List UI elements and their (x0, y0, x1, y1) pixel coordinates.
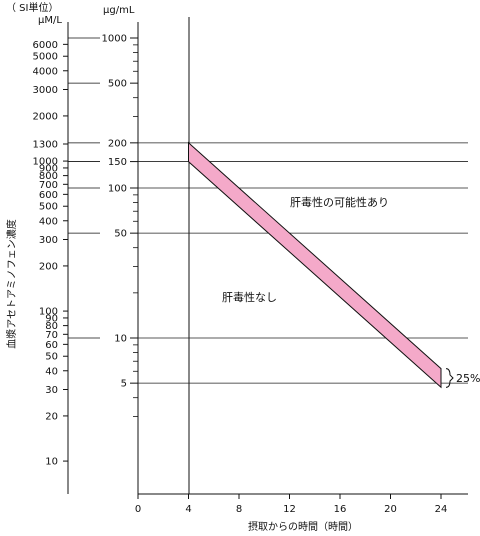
left-tick-label: 600 (39, 190, 58, 201)
x-tick-label: 20 (384, 504, 397, 515)
x-tick-label: 8 (236, 504, 242, 515)
si-unit-header: （ SI単位） (6, 1, 58, 14)
left-tick-label: 50 (45, 352, 58, 363)
right-tick-label: 10 (114, 334, 127, 345)
left-tick-label: 200 (39, 261, 58, 272)
left-tick-label: 3000 (33, 85, 58, 96)
left-tick-label: 1300 (33, 139, 58, 150)
right-tick-label: 500 (108, 79, 127, 90)
microgram-unit-header: μg/mL (103, 5, 135, 16)
left-tick-label: 800 (39, 171, 58, 182)
right-tick-label: 150 (108, 157, 127, 168)
right-tick-label: 1000 (102, 34, 127, 45)
left-tick-label: 6000 (33, 40, 58, 51)
hepatotoxicity-possible-label: 肝毒性の可能性あり (290, 195, 389, 209)
y-axis-title: 血漿アセトアミノフェン濃度 (5, 219, 18, 349)
left-tick-label: 60 (45, 340, 58, 351)
no-hepatotoxicity-label: 肝毒性なし (222, 290, 277, 304)
left-tick-label: 100 (39, 307, 58, 318)
spread-bracket (445, 368, 454, 388)
x-tick-label: 0 (135, 504, 141, 515)
left-tick-label: 400 (39, 216, 58, 227)
x-axis-ticks: 0 4 8 12 16 20 24 (135, 494, 448, 515)
right-axis-ticks: 1000 500 200 150 100 50 10 5 (102, 34, 138, 417)
right-tick-label: 5 (121, 379, 127, 390)
micromolar-unit-header: μM/L (38, 15, 62, 26)
left-tick-label: 2000 (33, 111, 58, 122)
x-tick-label: 12 (283, 504, 296, 515)
left-tick-label: 80 (45, 321, 58, 332)
x-tick-label: 24 (435, 504, 448, 515)
left-tick-label: 4000 (33, 66, 58, 77)
left-tick-label: 1000 (33, 157, 58, 168)
left-tick-label: 40 (45, 366, 58, 377)
spread-label: 25% (456, 372, 480, 385)
left-tick-label: 300 (39, 235, 58, 246)
left-tick-label: 70 (45, 330, 58, 341)
left-tick-label: 30 (45, 385, 58, 396)
right-tick-label: 200 (108, 138, 127, 149)
left-tick-label: 20 (45, 411, 58, 422)
left-tick-label: 900 (39, 163, 58, 174)
left-tick-label: 10 (45, 457, 58, 468)
left-tick-label: 90 (45, 313, 58, 324)
x-tick-label: 16 (334, 504, 347, 515)
left-tick-label: 700 (39, 180, 58, 191)
left-tick-label: 5000 (33, 52, 58, 63)
left-tick-label: 500 (39, 202, 58, 213)
right-tick-label: 100 (108, 184, 127, 195)
right-tick-label: 50 (114, 229, 127, 240)
x-axis-title: 摂取からの時間（時間） (248, 520, 358, 533)
nomogram-band (188, 141, 442, 389)
x-tick-label: 4 (185, 504, 191, 515)
